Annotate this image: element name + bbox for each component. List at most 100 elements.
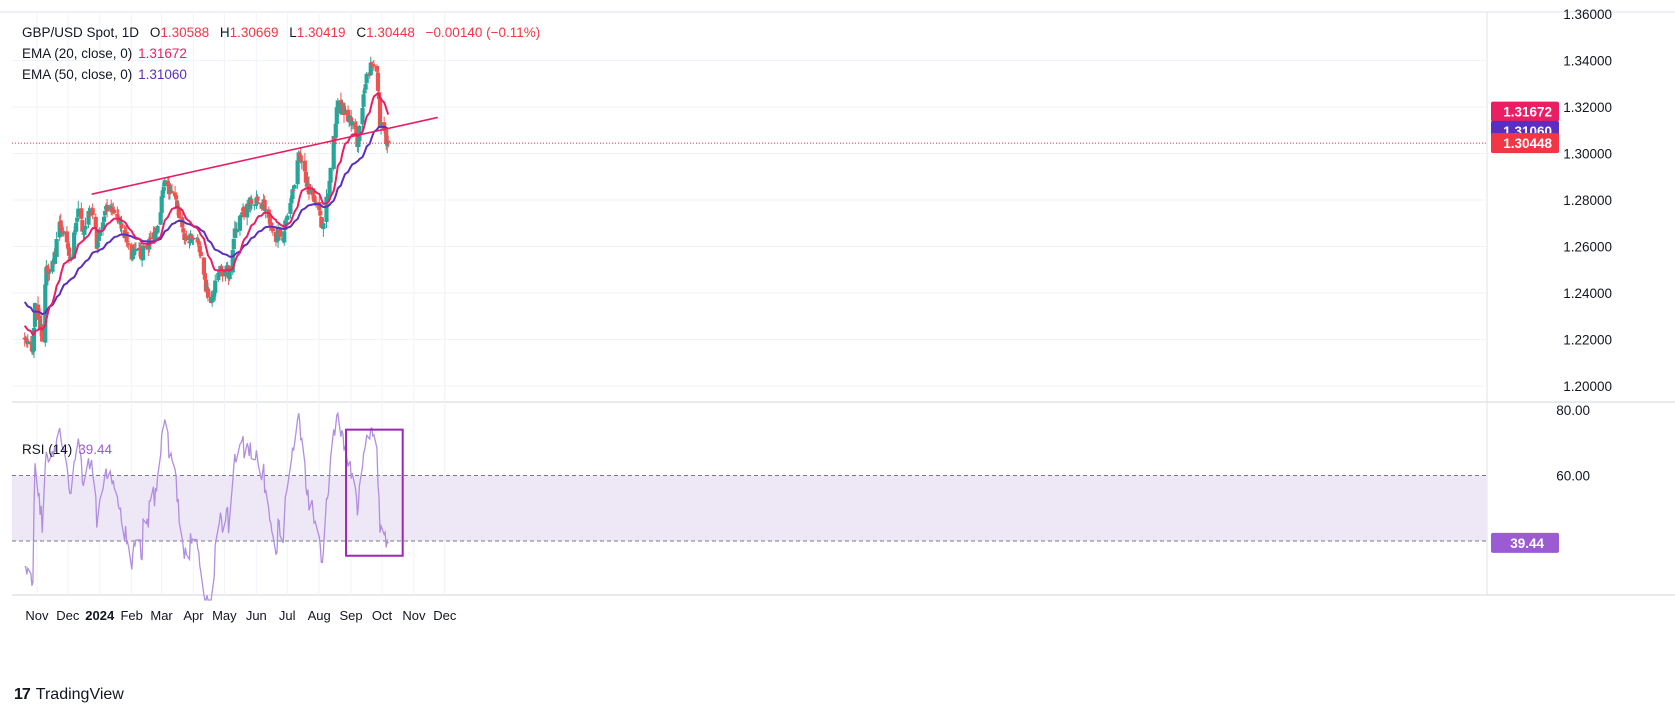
candle-body <box>112 209 117 213</box>
candle-body <box>225 265 230 267</box>
price-tick-label: 1.32000 <box>1563 100 1612 115</box>
ema50-legend[interactable]: EMA (50, close, 0) 1.31060 <box>22 67 187 82</box>
candle-body <box>319 216 324 228</box>
price-tick-label: 1.20000 <box>1563 379 1612 394</box>
overlays <box>12 92 1487 337</box>
candle-body <box>371 64 376 66</box>
candle-body <box>245 203 250 218</box>
candle-body <box>72 232 77 259</box>
candle-body <box>328 167 333 183</box>
time-tick-label: Mar <box>150 608 173 623</box>
candle-body <box>45 265 50 271</box>
candle-body <box>289 198 294 204</box>
candle-body <box>368 62 373 76</box>
candle-body <box>241 206 247 218</box>
low-label: L <box>289 25 297 40</box>
price-tick-label: 1.34000 <box>1563 54 1612 69</box>
candle-body <box>238 214 244 218</box>
candle-body <box>177 207 182 219</box>
candle-body <box>326 193 331 197</box>
candle-body <box>333 123 338 138</box>
candle-body <box>213 280 218 294</box>
candle-body <box>95 242 100 248</box>
price-grid <box>0 11 1675 596</box>
candle-body <box>155 225 160 233</box>
candle-body <box>189 234 194 240</box>
price-tag-bg <box>1491 101 1559 122</box>
candle-body <box>290 189 295 199</box>
candle-body <box>325 196 330 198</box>
candle-body <box>234 229 239 233</box>
candle-body <box>267 216 272 224</box>
candle-body <box>324 196 329 223</box>
candle-body <box>161 187 166 191</box>
candle-body <box>331 135 336 169</box>
candle-body <box>360 108 365 125</box>
price-tick-label: 1.36000 <box>1563 7 1612 22</box>
candle-body <box>278 228 283 237</box>
candle-body <box>133 249 139 252</box>
rsi-band <box>12 475 1487 541</box>
ema20-legend[interactable]: EMA (20, close, 0) 1.31672 <box>22 46 187 61</box>
candle-body <box>375 72 381 91</box>
ema50-line <box>23 125 389 316</box>
candle-body <box>263 209 268 212</box>
close-label: C <box>356 25 367 40</box>
candle-body <box>211 294 216 299</box>
candle-body <box>292 184 297 189</box>
time-tick-label: Jun <box>246 608 267 623</box>
candle-body <box>313 201 318 203</box>
tradingview-name: TradingView <box>35 686 124 703</box>
candle-body <box>195 239 200 243</box>
candle-body <box>124 231 129 243</box>
candle-body <box>274 241 280 243</box>
candle-body <box>295 160 300 185</box>
time-tick-label: Nov <box>25 608 49 623</box>
time-tick-label: Aug <box>308 608 331 623</box>
candle-body <box>318 210 323 216</box>
candle-body <box>82 229 87 235</box>
candle-body <box>169 191 175 193</box>
time-tick-label: Dec <box>433 608 457 623</box>
price-tag-label: 1.30448 <box>1503 136 1552 151</box>
price-tick-label: 1.24000 <box>1563 286 1612 301</box>
tradingview-brand[interactable]: 17 TradingView <box>14 686 124 704</box>
high-value: 1.30669 <box>229 25 279 40</box>
candle-body <box>64 231 70 243</box>
rsi-legend[interactable]: RSI (14) 39.44 <box>22 442 112 457</box>
ema20-label: EMA (20, close, 0) <box>22 46 133 61</box>
ema50-value: 1.31060 <box>138 67 187 82</box>
candle-body <box>198 251 203 256</box>
rsi-tag-bg <box>1491 532 1559 553</box>
candle-body <box>288 203 293 214</box>
candle-body <box>80 220 85 232</box>
candle-body <box>348 115 353 119</box>
candle-body <box>194 238 199 240</box>
time-tick-label: May <box>212 608 237 623</box>
candle-body <box>101 216 107 222</box>
candle-body <box>125 241 130 243</box>
candle-body <box>141 245 146 261</box>
symbol-title[interactable]: GBP/USD Spot, 1D <box>22 25 140 40</box>
rsi-tick-label: 60.00 <box>1556 469 1590 484</box>
trendline <box>91 116 438 195</box>
candle-body <box>159 196 164 214</box>
candle-body <box>302 160 307 172</box>
candle-body <box>61 233 66 235</box>
candle-body <box>24 339 29 344</box>
candle-body <box>377 97 383 127</box>
candle-body <box>44 267 49 286</box>
candle-body <box>181 228 186 233</box>
candle-body <box>249 199 254 205</box>
open-label: O <box>149 25 161 40</box>
rsi-line <box>24 411 389 601</box>
candle-body <box>131 249 136 256</box>
candle-body <box>354 128 359 135</box>
candle-body <box>216 273 221 281</box>
time-tick-label: Feb <box>120 608 142 623</box>
candle-body <box>262 200 267 211</box>
candle-body <box>255 196 260 201</box>
candle-body <box>184 235 189 241</box>
candle-body <box>102 210 108 216</box>
